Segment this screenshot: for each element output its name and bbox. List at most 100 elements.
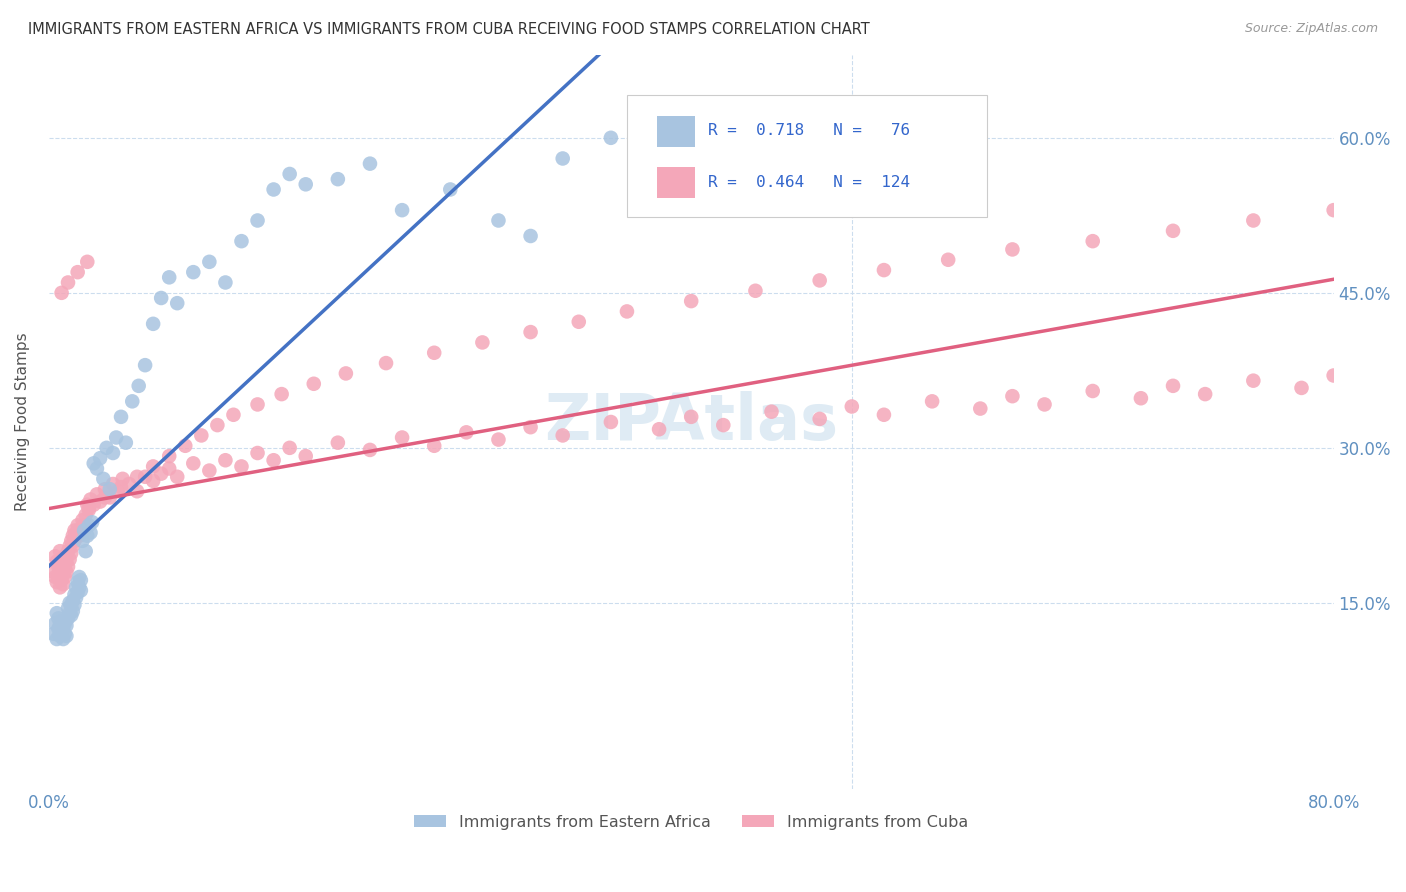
Point: [63, 524, 86, 538]
Point: [76, 255, 98, 269]
Point: [65, 525, 87, 540]
Point: [79, 492, 101, 507]
Point: [808, 273, 831, 287]
Point: [471, 335, 494, 350]
Point: [51, 563, 73, 577]
Point: [278, 167, 301, 181]
Point: [174, 439, 197, 453]
Point: [77, 518, 100, 533]
Point: [52, 632, 75, 646]
Point: [77, 503, 100, 517]
Point: [52, 622, 75, 636]
Point: [681, 409, 703, 424]
Point: [263, 453, 285, 467]
Point: [48, 611, 70, 625]
Y-axis label: Receiving Food Stamps: Receiving Food Stamps: [15, 333, 30, 511]
Point: [181, 456, 204, 470]
Point: [52, 566, 75, 581]
Point: [53, 549, 76, 564]
Point: [105, 430, 128, 444]
Point: [52, 577, 75, 591]
Legend: Immigrants from Eastern Africa, Immigrants from Cuba: Immigrants from Eastern Africa, Immigran…: [408, 808, 974, 836]
Point: [75, 544, 97, 558]
Point: [648, 422, 671, 436]
Point: [681, 294, 703, 309]
Point: [1194, 387, 1216, 401]
Point: [231, 459, 253, 474]
Point: [936, 252, 959, 267]
Point: [423, 345, 446, 359]
Point: [45, 606, 67, 620]
Point: [70, 573, 93, 587]
Bar: [657, 116, 695, 147]
Point: [56, 601, 79, 615]
Point: [49, 565, 72, 579]
Point: [359, 442, 381, 457]
Point: [44, 549, 66, 564]
Point: [65, 591, 87, 605]
Point: [157, 449, 180, 463]
Point: [681, 161, 703, 176]
Point: [49, 544, 72, 558]
Point: [89, 494, 111, 508]
Point: [49, 629, 72, 643]
Point: [1323, 203, 1346, 218]
Point: [56, 544, 79, 558]
Point: [335, 367, 357, 381]
Point: [110, 480, 132, 494]
Point: [60, 546, 83, 560]
Point: [75, 508, 97, 522]
Point: [648, 170, 671, 185]
Point: [56, 276, 79, 290]
Point: [49, 580, 72, 594]
Point: [391, 203, 413, 218]
Point: [66, 265, 89, 279]
Point: [101, 477, 124, 491]
Point: [60, 608, 83, 623]
Point: [82, 515, 104, 529]
Point: [278, 441, 301, 455]
Point: [110, 409, 132, 424]
Point: [83, 498, 105, 512]
Point: [873, 408, 896, 422]
Point: [76, 529, 98, 543]
Point: [551, 428, 574, 442]
Point: [302, 376, 325, 391]
Point: [56, 559, 79, 574]
Point: [79, 525, 101, 540]
Point: [157, 270, 180, 285]
Point: [157, 461, 180, 475]
Point: [294, 178, 316, 192]
Point: [51, 285, 73, 300]
Point: [62, 529, 84, 543]
Point: [86, 461, 108, 475]
Point: [142, 317, 165, 331]
Point: [53, 559, 76, 574]
Point: [488, 433, 510, 447]
Point: [1081, 234, 1104, 248]
Point: [45, 575, 67, 590]
Point: [86, 487, 108, 501]
Point: [66, 585, 89, 599]
Point: [111, 472, 134, 486]
Point: [246, 213, 269, 227]
Point: [49, 618, 72, 632]
Point: [808, 412, 831, 426]
Point: [222, 408, 245, 422]
Point: [761, 405, 783, 419]
Point: [45, 555, 67, 569]
Point: [551, 152, 574, 166]
Point: [73, 524, 96, 538]
Point: [326, 172, 349, 186]
Text: Source: ZipAtlas.com: Source: ZipAtlas.com: [1244, 22, 1378, 36]
Point: [921, 394, 943, 409]
Point: [51, 624, 73, 639]
Point: [48, 622, 70, 636]
Bar: [657, 168, 695, 198]
Point: [969, 401, 991, 416]
Point: [198, 464, 221, 478]
FancyBboxPatch shape: [627, 95, 987, 217]
Point: [98, 491, 121, 505]
Point: [73, 518, 96, 533]
Point: [42, 565, 65, 579]
